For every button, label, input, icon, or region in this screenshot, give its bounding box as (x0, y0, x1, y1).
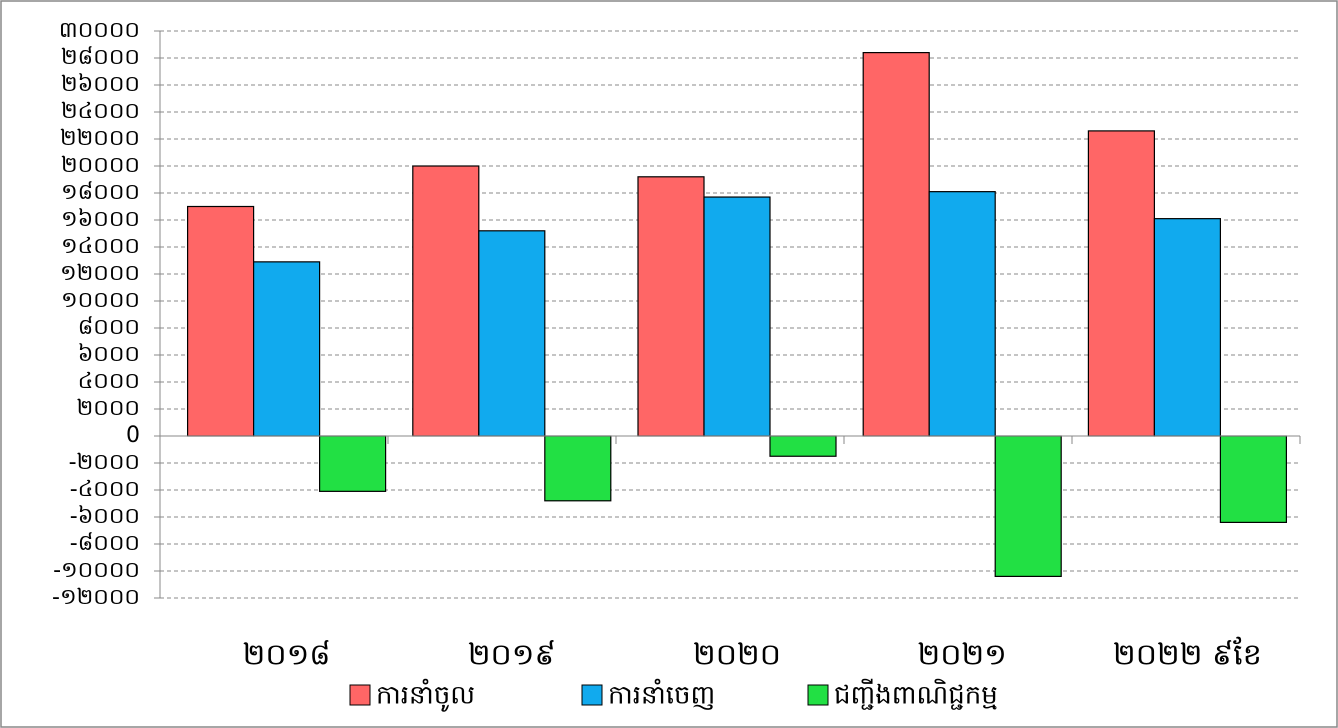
bar (412, 165, 480, 437)
y-tick-label: ២០០០០ (61, 153, 140, 178)
y-tick-label: ១៤០០០ (61, 234, 140, 259)
bar (319, 435, 387, 492)
legend-label: ជញ្ជីងពាណិជ្ជកម្ម (834, 679, 998, 711)
legend-swatch (581, 684, 603, 706)
y-tick-label: ១០០០០ (61, 288, 140, 313)
y-tick-label: ២៦០០០ (61, 72, 140, 97)
bar (928, 191, 996, 437)
y-tick-label: ៤០០០ (78, 369, 140, 394)
y-tick-label: ២០០០ (77, 396, 140, 421)
legend-label: ការនាំចូល (376, 679, 475, 713)
bar (637, 176, 705, 437)
bar (187, 205, 255, 437)
x-tick-label: ២០២១ (918, 638, 1007, 673)
y-tick-label: -២០០០ (69, 450, 140, 475)
bar (769, 435, 837, 457)
y-tick-label: -១០០០០ (53, 558, 140, 583)
bar (1087, 130, 1156, 437)
y-tick-label: ២៨០០០ (61, 45, 140, 70)
y-tick-label: -៤០០០ (70, 477, 140, 502)
x-tick-label: ២០២២ ៩ខែ (1113, 637, 1262, 673)
y-tick-label: 0 (126, 423, 140, 448)
legend-label: ការនាំចេញ (608, 679, 715, 711)
y-tick-label: ១៦០០០ (61, 207, 140, 232)
y-tick-label: ២២០០០ (60, 126, 140, 151)
y-tick-label: ៦០០០ (78, 342, 140, 367)
y-tick-label: ៣០០០០ (59, 18, 140, 43)
x-tick-label: ២០១៩ (468, 638, 556, 673)
bar (703, 196, 771, 437)
bar (862, 51, 930, 437)
legend-swatch (349, 684, 371, 706)
y-tick-label: ៨០០០ (78, 315, 140, 340)
y-tick-label: -១២០០០ (52, 585, 140, 610)
y-tick-label: -៦០០០ (70, 504, 140, 529)
y-tick-label: ១២០០០ (60, 261, 140, 286)
x-tick-label: ២០២០ (693, 638, 781, 673)
y-tick-label: ២៤០០០ (61, 99, 140, 124)
legend-swatch (807, 684, 829, 706)
y-tick-label: ១៨០០០ (61, 180, 140, 205)
bar (253, 261, 321, 437)
y-tick-label: -៨០០០ (70, 531, 140, 556)
bar (994, 435, 1062, 577)
bar (544, 435, 612, 502)
bar (1219, 435, 1288, 524)
bar (478, 230, 546, 437)
x-tick-label: ២០១៨ (243, 638, 331, 673)
bar (1153, 218, 1222, 437)
